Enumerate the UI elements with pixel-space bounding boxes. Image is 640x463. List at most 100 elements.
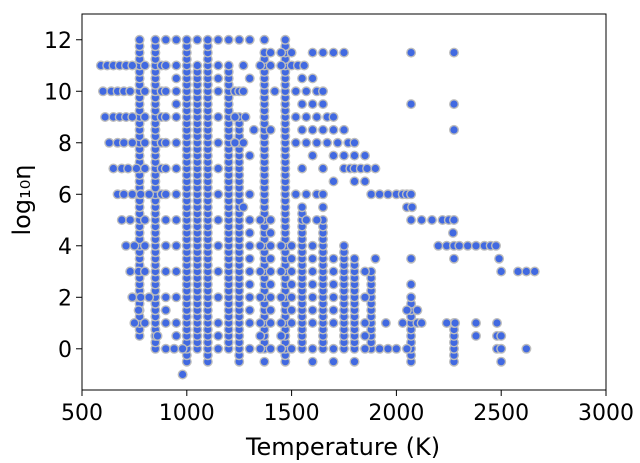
- y-tick-label: 4: [58, 235, 72, 260]
- data-point-620: [449, 124, 460, 135]
- data-point-751: [307, 266, 318, 277]
- data-point-839: [349, 356, 360, 367]
- data-point-813: [360, 330, 371, 341]
- data-point-771: [255, 292, 266, 303]
- y-axis-label: log₁₀η: [8, 164, 36, 235]
- data-point-841: [177, 369, 188, 380]
- data-point-783: [307, 305, 318, 316]
- data-point-696: [244, 214, 255, 225]
- data-point-840: [496, 356, 507, 367]
- data-point-589: [318, 86, 329, 97]
- data-point-725: [454, 240, 465, 251]
- data-point-773: [276, 292, 287, 303]
- data-point-758: [244, 279, 255, 290]
- data-point-706: [449, 214, 460, 225]
- data-point-623: [118, 137, 129, 148]
- data-point-634: [311, 137, 322, 148]
- x-axis-ticks: 500 1000 1500 2000 2500 3000: [61, 390, 634, 426]
- data-point-772: [265, 292, 276, 303]
- data-point-790: [171, 318, 182, 329]
- data-point-742: [139, 266, 150, 277]
- data-point-653: [213, 163, 224, 174]
- data-point-822: [255, 343, 266, 354]
- data-point-702: [416, 214, 427, 225]
- data-point-735: [328, 253, 339, 264]
- data-point-730: [491, 240, 502, 251]
- data-point-764: [127, 292, 138, 303]
- data-point-635: [322, 137, 333, 148]
- data-point-566: [299, 60, 310, 71]
- data-point-738: [449, 253, 460, 264]
- data-point-778: [133, 305, 144, 316]
- data-point-604: [171, 111, 182, 122]
- data-point-695: [213, 214, 224, 225]
- data-point-609: [301, 111, 312, 122]
- data-point-830: [383, 343, 394, 354]
- data-point-607: [240, 111, 251, 122]
- data-point-716: [244, 240, 255, 251]
- data-point-797: [307, 318, 318, 329]
- data-point-720: [286, 240, 297, 251]
- data-point-535: [213, 34, 224, 45]
- data-point-536: [223, 34, 234, 45]
- data-point-709: [448, 227, 459, 238]
- data-point-545: [328, 47, 339, 58]
- data-point-687: [318, 202, 329, 213]
- data-point-831: [391, 343, 402, 354]
- data-point-537: [234, 34, 245, 45]
- data-point-765: [135, 292, 146, 303]
- data-point-596: [100, 111, 111, 122]
- data-point-721: [307, 240, 318, 251]
- data-point-826: [307, 343, 318, 354]
- data-point-745: [213, 266, 224, 277]
- data-point-613: [248, 124, 259, 135]
- data-point-816: [496, 330, 507, 341]
- data-point-581: [213, 86, 224, 97]
- data-point-524: [406, 292, 417, 303]
- data-point-697: [255, 214, 266, 225]
- data-point-631: [238, 137, 249, 148]
- data-point-714: [171, 240, 182, 251]
- data-point-732: [265, 253, 276, 264]
- data-point-787: [129, 318, 140, 329]
- data-point-666: [118, 189, 129, 200]
- data-point-651: [160, 163, 171, 174]
- data-point-835: [521, 343, 532, 354]
- data-point-812: [276, 330, 287, 341]
- data-point-678: [318, 189, 329, 200]
- data-point-287: [223, 60, 234, 71]
- data-point-726: [462, 240, 473, 251]
- data-point-584: [238, 86, 249, 97]
- data-point-800: [380, 318, 391, 329]
- data-point-600: [127, 111, 138, 122]
- data-point-806: [471, 318, 482, 329]
- data-point-671: [160, 189, 171, 200]
- data-point-590: [171, 99, 182, 110]
- data-point-533: [171, 34, 182, 45]
- data-point-585: [269, 86, 280, 97]
- data-point-685: [406, 189, 417, 200]
- data-point-828: [360, 343, 371, 354]
- data-point-700: [311, 214, 322, 225]
- data-point-814: [471, 330, 482, 341]
- data-point-547: [406, 47, 417, 58]
- data-point-768: [171, 292, 182, 303]
- data-point-715: [213, 240, 224, 251]
- data-point-663: [349, 176, 360, 187]
- data-point-629: [213, 137, 224, 148]
- data-point-563: [276, 60, 287, 71]
- data-point-532: [160, 34, 171, 45]
- x-tick-label: 1000: [159, 401, 215, 426]
- data-point-568: [213, 73, 224, 84]
- y-tick-label: 8: [58, 132, 72, 157]
- data-point-690: [116, 214, 127, 225]
- data-point-782: [286, 305, 297, 316]
- data-point-592: [307, 99, 318, 110]
- data-point-749: [276, 266, 287, 277]
- data-point-743: [160, 266, 171, 277]
- data-point-791: [213, 318, 224, 329]
- data-point-722: [433, 240, 444, 251]
- data-point-554: [127, 60, 138, 71]
- data-point-811: [255, 330, 266, 341]
